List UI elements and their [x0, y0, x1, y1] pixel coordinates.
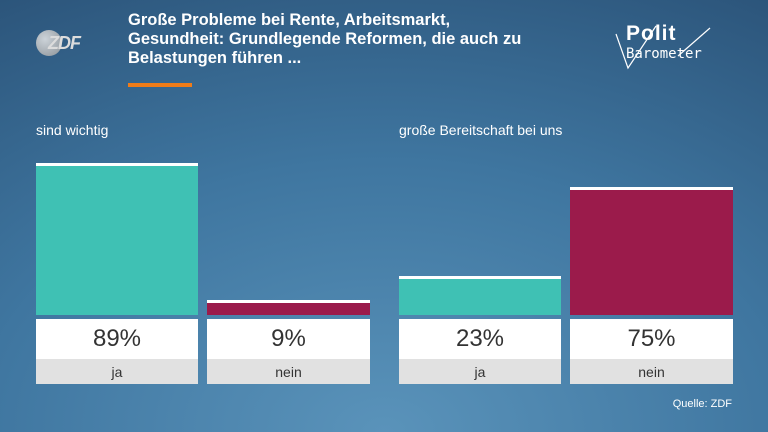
- headline: Große Probleme bei Rente, Arbeitsmarkt, …: [128, 11, 588, 68]
- zdf-logo-circle: [36, 30, 62, 56]
- politbarometer-bottom-text: Barometer: [626, 46, 702, 62]
- politbarometer-logo: Polit Barometer: [612, 22, 722, 74]
- chart-2-category-ja: ja: [399, 359, 561, 384]
- chart-2-plot: [399, 144, 733, 315]
- chart-1-title: sind wichtig: [36, 122, 109, 138]
- chart-1-bar-nein: [207, 300, 370, 315]
- chart-1-value-label-nein: 9%: [207, 319, 370, 359]
- chart-2-bar-nein: [570, 187, 733, 315]
- chart-2-title: große Bereitschaft bei uns: [399, 122, 563, 138]
- headline-accent-bar: [128, 83, 192, 87]
- chart-2-value-label-nein: 75%: [570, 319, 733, 359]
- headline-line-2: Gesundheit: Grundlegende Reformen, die a…: [128, 30, 522, 48]
- chart-1-category-ja: ja: [36, 359, 198, 384]
- headline-line-3: Belastungen führen ...: [128, 49, 302, 67]
- source-note: Quelle: ZDF: [672, 398, 732, 410]
- politbarometer-check-icon: [615, 25, 711, 70]
- zdf-logo-text: ZDF: [48, 33, 81, 53]
- chart-2-category-nein: nein: [570, 359, 733, 384]
- politbarometer-top-text: Polit: [626, 22, 677, 45]
- chart-1-value-label-ja: 89%: [36, 319, 198, 359]
- zdf-logo: ZDF: [34, 28, 94, 58]
- chart-1-bar-ja: [36, 163, 198, 315]
- chart-2-bar-ja: [399, 276, 561, 315]
- chart-1-category-nein: nein: [207, 359, 370, 384]
- chart-1-plot: [36, 144, 370, 315]
- headline-line-1: Große Probleme bei Rente, Arbeitsmarkt,: [128, 11, 451, 29]
- chart-2-value-label-ja: 23%: [399, 319, 561, 359]
